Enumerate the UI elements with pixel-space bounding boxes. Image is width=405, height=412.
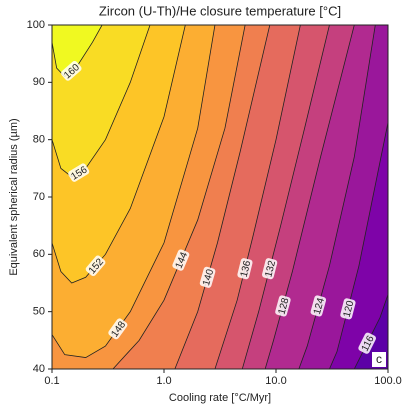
contour-label-box (262, 258, 278, 280)
contour-label: 128 (277, 296, 292, 315)
contour-label-group: 124 (310, 295, 327, 317)
contour-label-box (108, 318, 128, 340)
contour-line (264, 25, 355, 369)
contour-label-box (237, 258, 253, 280)
x-tick-label: 10.0 (265, 375, 286, 387)
contour-label-box (61, 60, 82, 81)
y-tick-label: 50 (33, 306, 45, 318)
contour-label-group: 140 (199, 266, 216, 288)
contour-label-box (310, 295, 327, 317)
contour-line (174, 25, 271, 369)
contour-label-box (172, 249, 190, 271)
contour-line (214, 25, 301, 369)
contour-band (52, 25, 388, 369)
chart-title: Zircon (U-Th)/He closure temperature [°C… (99, 3, 341, 18)
contour-label: 132 (263, 259, 278, 278)
contour-label: 140 (201, 268, 216, 287)
contour-line (298, 25, 376, 369)
contour-fills (52, 25, 388, 369)
y-tick-label: 100 (27, 19, 45, 31)
contour-line (241, 25, 330, 369)
contour-label-box (275, 295, 291, 317)
y-tick-label: 90 (33, 76, 45, 88)
x-axis-label: Cooling rate [°C/Myr] (169, 392, 271, 404)
contour-label-box (340, 298, 356, 320)
contour-label-box (199, 266, 216, 288)
contour-label-box (68, 163, 90, 182)
y-tick-label: 70 (33, 191, 45, 203)
y-tick-label: 60 (33, 248, 45, 260)
panel-label: c (376, 352, 382, 366)
contour-label: 124 (312, 296, 327, 315)
contour-label: 120 (342, 299, 357, 318)
contour-label-group: 120 (340, 298, 357, 320)
y-tick-label: 80 (33, 134, 45, 146)
y-tick-label: 40 (33, 363, 45, 375)
x-tick-label: 1.0 (156, 375, 171, 387)
x-tick-label: 0.1 (44, 375, 59, 387)
contour-label: 136 (239, 259, 254, 278)
y-axis-label: Equivalent spherical radius (µm) (8, 118, 20, 275)
contour-label-group: 136 (237, 258, 254, 280)
contour-label-group: 128 (275, 295, 292, 317)
contour-label-group: 132 (262, 258, 278, 280)
contour-label-box (85, 255, 106, 277)
x-tick-label: 100.0 (374, 375, 402, 387)
contour-band (52, 25, 388, 369)
contour-label-box (358, 332, 377, 354)
panel-label-box (372, 352, 386, 367)
